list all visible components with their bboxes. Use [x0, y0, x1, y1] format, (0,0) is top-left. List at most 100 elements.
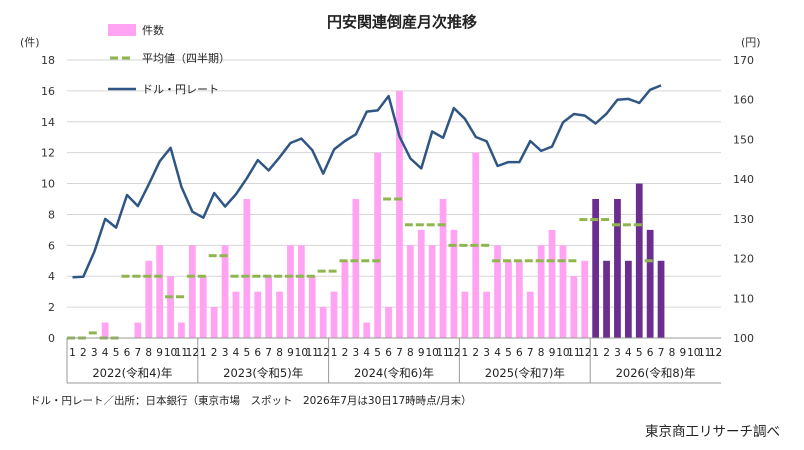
left-tick-label: 8: [48, 208, 55, 221]
bar: [483, 291, 491, 338]
left-tick-label: 6: [48, 239, 55, 252]
year-label: 2026(令和8)年: [616, 366, 696, 380]
bar: [385, 307, 392, 338]
bar: [505, 260, 512, 338]
month-label: 2: [472, 347, 479, 359]
left-tick-label: 4: [48, 270, 55, 283]
usd-jpy-line: [72, 84, 662, 279]
bar: [243, 199, 251, 338]
bar: [548, 229, 556, 338]
bar: [374, 152, 382, 338]
month-label: 3: [353, 347, 360, 359]
year-label: 2022(令和4)年: [92, 366, 172, 380]
year-label: 2025(令和7)年: [485, 366, 565, 380]
month-label: 4: [494, 347, 501, 359]
bar: [232, 291, 240, 338]
left-tick-label: 2: [48, 301, 55, 314]
bar: [592, 199, 600, 338]
bar: [624, 260, 632, 338]
right-tick-label: 160: [733, 94, 754, 107]
month-label: 3: [91, 347, 98, 359]
legend-label-avg: 平均値（四半期）: [142, 51, 230, 65]
gridlines: [67, 59, 721, 308]
month-label: 11: [175, 347, 188, 359]
bar: [417, 229, 425, 338]
chart-title: 円安関連倒産月次推移: [327, 13, 477, 31]
month-label: 1: [200, 347, 207, 359]
month-label: 10: [687, 347, 700, 359]
bar: [319, 307, 327, 338]
bar: [396, 90, 403, 338]
right-tick-label: 170: [733, 54, 754, 67]
bar: [145, 260, 153, 338]
right-axis-unit: (円): [741, 36, 761, 49]
month-label: 2: [342, 347, 349, 359]
month-label: 12: [709, 347, 722, 359]
axes: [66, 337, 721, 384]
bar: [526, 291, 534, 338]
bar: [134, 322, 142, 338]
bar-series: [101, 90, 665, 338]
month-label: 7: [527, 347, 534, 359]
left-tick-label: 16: [41, 85, 55, 98]
legend-label-fx: ドル・円レート: [142, 83, 219, 96]
bar: [156, 245, 164, 338]
bar: [614, 199, 621, 338]
month-label: 7: [658, 347, 665, 359]
bar: [330, 291, 338, 338]
month-label: 10: [425, 347, 438, 359]
bar: [515, 260, 523, 338]
month-label: 9: [549, 347, 556, 359]
month-label: 11: [567, 347, 580, 359]
bar: [537, 245, 545, 338]
month-label: 6: [647, 347, 654, 359]
bar: [657, 260, 665, 338]
right-tick-label: 130: [733, 213, 754, 226]
credit: 東京商工リサーチ調べ: [645, 424, 780, 440]
bar: [570, 276, 578, 338]
month-label: 5: [244, 347, 251, 359]
month-label: 6: [124, 347, 131, 359]
left-tick-label: 14: [41, 116, 55, 129]
year-label: 2024(令和6)年: [354, 366, 434, 380]
left-tick-label: 10: [41, 178, 55, 191]
month-label: 5: [636, 347, 643, 359]
month-label: 7: [135, 347, 142, 359]
month-label: 4: [233, 347, 240, 359]
tick-labels: 0 2 4 6 8 10 12 14 16 18 100 110 120 130 140 150 160 170: [41, 54, 754, 345]
month-label: 11: [306, 347, 319, 359]
month-label: 11: [436, 347, 449, 359]
left-tick-label: 12: [41, 147, 55, 160]
bar: [581, 260, 589, 338]
month-label: 8: [538, 347, 545, 359]
bar: [210, 307, 218, 338]
right-tick-label: 140: [733, 173, 754, 186]
legend-swatch-bars: [108, 24, 136, 36]
month-label: 3: [222, 347, 229, 359]
month-label: 3: [614, 347, 621, 359]
right-tick-label: 150: [733, 133, 754, 146]
month-label: 8: [669, 347, 676, 359]
right-tick-label: 110: [733, 292, 754, 305]
month-label: 9: [156, 347, 163, 359]
bar: [188, 245, 196, 338]
bar: [428, 245, 436, 338]
bar: [101, 322, 109, 338]
month-label: 6: [385, 347, 392, 359]
bar: [603, 260, 610, 338]
month-label: 7: [396, 347, 403, 359]
month-label: 6: [254, 347, 261, 359]
left-tick-label: 0: [48, 332, 55, 345]
month-label: 6: [516, 347, 523, 359]
bar: [352, 199, 360, 338]
month-label: 2: [211, 347, 218, 359]
legend-label-bars: 件数: [142, 24, 164, 37]
bar: [363, 322, 371, 338]
month-label: 1: [69, 347, 76, 359]
month-label: 12: [316, 347, 329, 359]
month-label: 12: [186, 347, 199, 359]
year-label: 2023(令和5)年: [223, 366, 303, 380]
bar: [461, 291, 469, 338]
bar: [167, 276, 174, 338]
